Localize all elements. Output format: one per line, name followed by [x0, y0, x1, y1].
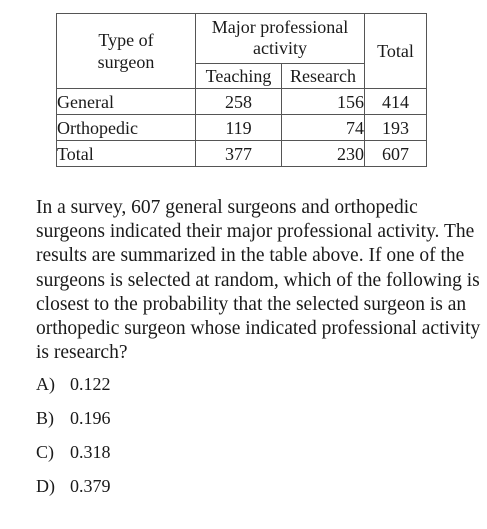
- choice-letter: D): [36, 476, 55, 496]
- answer-choices: A) 0.122 B) 0.196 C) 0.318 D) 0.379: [36, 373, 111, 509]
- research-cell: 74: [281, 114, 365, 141]
- teaching-cell: 119: [195, 114, 282, 141]
- answer-choice-d[interactable]: D) 0.379: [36, 475, 111, 509]
- choice-letter: C): [36, 442, 54, 462]
- answer-choice-c[interactable]: C) 0.318: [36, 441, 111, 475]
- research-header: Research: [281, 62, 365, 90]
- total-cell: 607: [364, 140, 427, 167]
- total-cell: 193: [364, 114, 427, 141]
- row-label: Total: [56, 140, 196, 167]
- row-label: General: [56, 88, 196, 115]
- research-cell: 156: [281, 88, 365, 115]
- answer-choice-a[interactable]: A) 0.122: [36, 373, 111, 407]
- answer-choice-b[interactable]: B) 0.196: [36, 407, 111, 441]
- teaching-header: Teaching: [195, 62, 282, 90]
- table-header-row: Type of surgeon Major professional activ…: [56, 13, 427, 89]
- choice-letter: B): [36, 408, 54, 428]
- research-cell: 230: [281, 140, 365, 167]
- table-row: General 258 156 414: [56, 88, 427, 115]
- major-header-line1: Major professional: [211, 17, 349, 38]
- major-activity-header: Major professional activity: [195, 13, 365, 64]
- choice-value: 0.196: [70, 408, 111, 428]
- total-header: Total: [364, 13, 427, 89]
- choice-value: 0.122: [70, 374, 111, 394]
- surgeon-activity-table: Type of surgeon Major professional activ…: [56, 13, 427, 167]
- teaching-cell: 258: [195, 88, 282, 115]
- major-header-line2: activity: [253, 38, 307, 59]
- table-row: Total 377 230 607: [56, 140, 427, 167]
- choice-letter: A): [36, 374, 55, 394]
- table-subheader-row: Teaching Research: [57, 62, 427, 90]
- table-row: Orthopedic 119 74 193: [56, 114, 427, 141]
- total-cell: 414: [364, 88, 427, 115]
- choice-value: 0.318: [70, 442, 111, 462]
- type-header-line2: surgeon: [97, 52, 155, 72]
- type-of-surgeon-header: Type of surgeon: [56, 13, 196, 89]
- choice-value: 0.379: [70, 476, 111, 496]
- teaching-cell: 377: [195, 140, 282, 167]
- type-header-line1: Type of: [98, 30, 154, 50]
- question-text: In a survey, 607 general surgeons and or…: [36, 197, 481, 364]
- row-label: Orthopedic: [56, 114, 196, 141]
